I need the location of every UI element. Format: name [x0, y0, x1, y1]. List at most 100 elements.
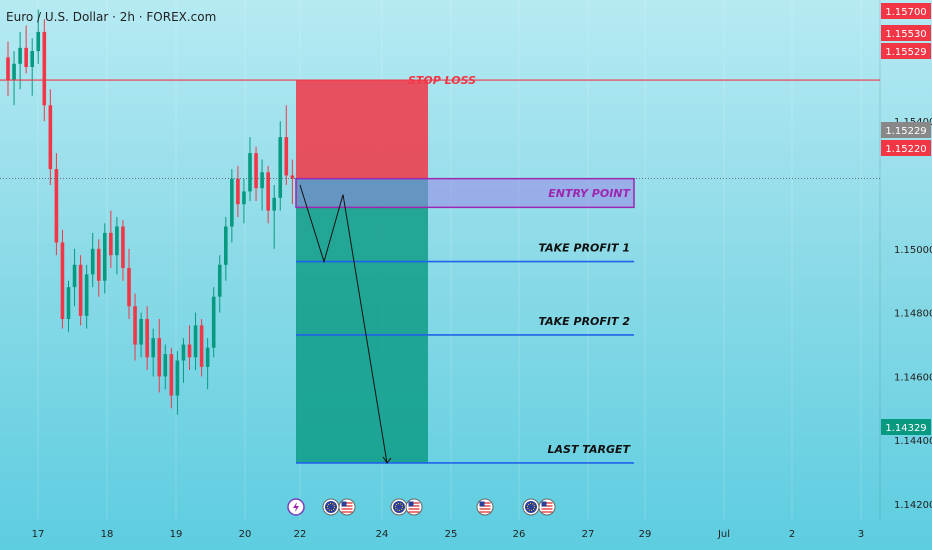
- candlestick-series: [6, 9, 295, 415]
- candle: [60, 229, 65, 329]
- candle: [187, 325, 192, 371]
- candle: [236, 165, 240, 217]
- time-tick-label: 26: [513, 529, 526, 540]
- candle: [205, 338, 210, 390]
- level-label-take-profit-2: TAKE PROFIT 2: [538, 315, 630, 328]
- price-badge: 1.14329: [881, 419, 931, 435]
- time-tick-label: 3: [858, 529, 864, 540]
- candle: [193, 312, 198, 371]
- svg-text:1.15529: 1.15529: [885, 47, 926, 58]
- candle: [96, 239, 101, 297]
- svg-text:1.15220: 1.15220: [885, 144, 926, 155]
- price-tick-label: 1.14200: [894, 500, 932, 511]
- us-flag-icon[interactable]: [538, 498, 556, 516]
- candle: [284, 105, 289, 186]
- price-badge: 1.15700: [881, 3, 931, 19]
- projection-path: [299, 184, 392, 464]
- price-tick-label: 1.15000: [894, 245, 932, 256]
- time-tick-label: 25: [445, 529, 458, 540]
- candle: [290, 159, 295, 205]
- entry-point-box[interactable]: [295, 177, 635, 209]
- position-zones: [296, 80, 428, 463]
- candle: [145, 306, 149, 371]
- candle: [278, 121, 283, 211]
- projection-arrow: [299, 184, 388, 463]
- candle: [151, 328, 155, 377]
- candle: [181, 338, 186, 383]
- us-flag-icon[interactable]: [338, 498, 356, 516]
- candle: [248, 137, 252, 201]
- candle: [6, 41, 10, 96]
- stop-loss-label: STOP LOSS: [408, 74, 476, 87]
- candle: [211, 287, 216, 358]
- take-profit-zone: [296, 178, 428, 463]
- price-tick-label: 1.14400: [894, 436, 932, 447]
- level-lines: STOP LOSS ENTRY POINT TAKE PROFIT 1 TAKE PR…: [0, 74, 880, 464]
- time-tick-label: 18: [101, 529, 114, 540]
- candle: [24, 25, 28, 74]
- price-badge: 1.15229: [881, 122, 931, 138]
- candle: [217, 255, 222, 313]
- candle: [199, 319, 204, 377]
- svg-text:1.15700: 1.15700: [885, 7, 926, 18]
- entry-point-label: ENTRY POINT: [548, 187, 631, 200]
- time-axis: 17 18 19 20 22 24 25 26 27 29 Jul 2 3: [32, 529, 865, 540]
- candle: [272, 185, 276, 249]
- candle: [230, 169, 234, 243]
- candle: [254, 146, 258, 201]
- candle: [42, 19, 47, 122]
- candle: [260, 159, 264, 211]
- price-tick-label: 1.14600: [894, 372, 932, 383]
- us-flag-icon[interactable]: [405, 498, 423, 516]
- candle: [18, 31, 22, 90]
- eu-flag-icon[interactable]: [322, 498, 340, 516]
- svg-text:1.15229: 1.15229: [885, 126, 926, 137]
- candle: [127, 248, 131, 320]
- candle: [54, 153, 59, 256]
- lightning-icon[interactable]: [287, 498, 305, 516]
- time-tick-label: 29: [639, 529, 652, 540]
- time-tick-label: 22: [294, 529, 307, 540]
- price-tick-label: 1.14800: [894, 309, 932, 320]
- time-tick-label: 19: [170, 529, 183, 540]
- price-badge: 1.15530: [881, 25, 931, 41]
- price-axis: 1.142001.144001.146001.148001.150001.154…: [879, 0, 932, 520]
- candle: [66, 280, 71, 332]
- candle: [30, 38, 34, 96]
- candle: [163, 344, 168, 390]
- candle: [121, 220, 125, 281]
- candle: [133, 293, 137, 361]
- candle: [103, 223, 107, 294]
- eu-flag-icon[interactable]: [522, 498, 540, 516]
- candle: [84, 264, 89, 329]
- level-label-last-target: LAST TARGET: [548, 443, 632, 456]
- event-markers[interactable]: [287, 498, 556, 516]
- time-tick-label: 2: [789, 529, 795, 540]
- price-badge: 1.15529: [881, 43, 931, 59]
- candle: [109, 210, 113, 268]
- stop-loss-zone: [296, 80, 428, 179]
- level-label-take-profit-1: TAKE PROFIT 1: [538, 242, 630, 255]
- time-tick-label: 20: [239, 529, 252, 540]
- candle: [12, 51, 16, 106]
- candle: [78, 255, 83, 326]
- candle: [90, 232, 95, 288]
- arrow-head: [382, 456, 392, 464]
- svg-text:1.14329: 1.14329: [885, 423, 926, 434]
- candle: [175, 350, 180, 415]
- candle: [36, 9, 41, 64]
- candle: [242, 178, 246, 224]
- svg-text:1.15530: 1.15530: [885, 29, 926, 40]
- us-flag-icon[interactable]: [476, 498, 494, 516]
- candle: [266, 165, 270, 224]
- candle: [224, 216, 228, 281]
- candle: [157, 319, 162, 393]
- eu-flag-icon[interactable]: [390, 498, 408, 516]
- time-tick-label: 17: [32, 529, 45, 540]
- time-tick-label: 27: [582, 529, 595, 540]
- chart-title: Euro / U.S. Dollar · 2h · FOREX.com: [6, 10, 217, 24]
- time-tick-label: Jul: [717, 529, 730, 540]
- candle: [72, 248, 77, 307]
- time-tick-label: 24: [376, 529, 389, 540]
